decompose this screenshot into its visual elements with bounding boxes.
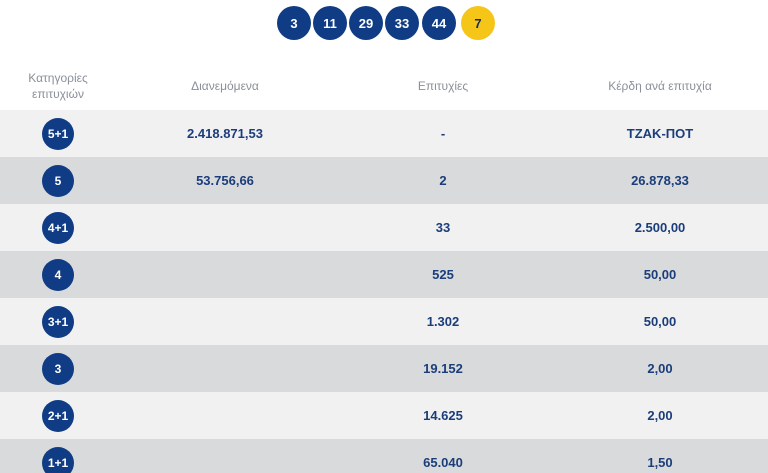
table-row: 3 19.152 2,00 [0, 345, 768, 392]
distributed-cell: 2.418.871,53 [187, 126, 263, 141]
category-badge: 4+1 [42, 211, 74, 244]
number-ball: 44 [422, 6, 456, 40]
category-badge: 4 [42, 258, 74, 291]
winners-cell: 33 [435, 220, 451, 235]
number-ball: 3 [277, 6, 311, 40]
number-ball: 33 [385, 6, 419, 40]
table-row: 4+1 33 2.500,00 [0, 204, 768, 251]
prize-cell: 50,00 [643, 314, 677, 329]
distributed-cell: 53.756,66 [196, 173, 254, 188]
category-badge: 3 [42, 352, 74, 385]
bonus-number-ball: 7 [461, 6, 495, 40]
number-ball: 29 [349, 6, 383, 40]
table-row: 2+1 14.625 2,00 [0, 392, 768, 439]
winners-cell: 2 [439, 173, 447, 188]
category-badge: 2+1 [42, 399, 74, 432]
header-prize: Κέρδη ανά επιτυχία [608, 79, 712, 93]
prize-cell: ΤΖΑΚ-ΠΟΤ [626, 126, 694, 141]
category-badge: 3+1 [42, 305, 74, 338]
table-header: Κατηγορίες επιτυχιών Διανεμόμενα Επιτυχί… [0, 62, 768, 110]
winners-cell: 14.625 [423, 408, 463, 423]
category-badge: 5 [42, 164, 74, 197]
prize-cell: 2.500,00 [634, 220, 686, 235]
header-category: Κατηγορίες επιτυχιών [28, 71, 88, 101]
prize-cell: 26.878,33 [631, 173, 689, 188]
number-ball: 11 [313, 6, 347, 40]
table-row: 3+1 1.302 50,00 [0, 298, 768, 345]
winning-numbers: 3 11 29 33 44 7 [0, 6, 768, 40]
prize-cell: 1,50 [647, 455, 673, 470]
header-winners: Επιτυχίες [417, 79, 469, 93]
winners-cell: - [440, 126, 446, 141]
winners-cell: 65.040 [423, 455, 463, 470]
category-badge: 1+1 [42, 446, 74, 473]
winners-cell: 1.302 [426, 314, 460, 329]
table-row: 4 525 50,00 [0, 251, 768, 298]
winners-cell: 19.152 [423, 361, 463, 376]
prize-table: Κατηγορίες επιτυχιών Διανεμόμενα Επιτυχί… [0, 62, 768, 473]
prize-cell: 2,00 [647, 361, 673, 376]
table-row: 5+1 2.418.871,53 - ΤΖΑΚ-ΠΟΤ [0, 110, 768, 157]
table-row: 5 53.756,66 2 26.878,33 [0, 157, 768, 204]
category-badge: 5+1 [42, 117, 74, 150]
winners-cell: 525 [432, 267, 454, 282]
prize-cell: 50,00 [643, 267, 677, 282]
table-row: 1+1 65.040 1,50 [0, 439, 768, 473]
prize-cell: 2,00 [647, 408, 673, 423]
header-distributed: Διανεμόμενα [191, 79, 259, 93]
